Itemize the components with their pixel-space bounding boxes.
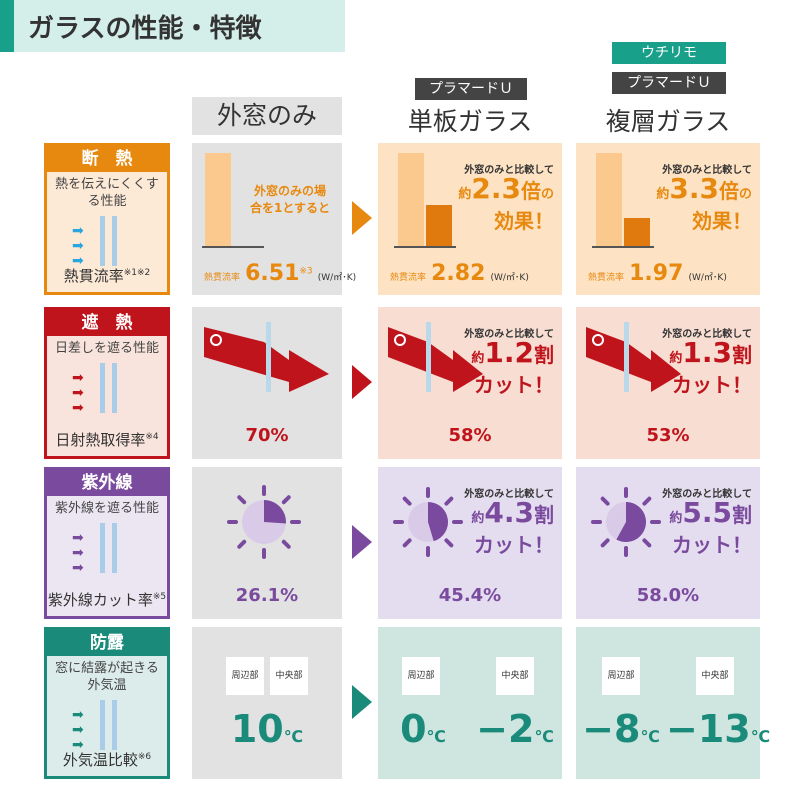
uv-sun-icon — [393, 487, 463, 557]
row-label-heat: 断 熱 熱を伝えにくくする性能 ➡ ➡ ➡ 熱貫流率※1※2 — [44, 143, 170, 295]
label-chip: 周辺部 — [226, 657, 264, 695]
row-title: 断 熱 — [47, 146, 167, 172]
row-label-dew: 防露 窓に結露が起きる外気温 ➡ ➡ ➡ 外気温比較※6 — [44, 627, 170, 779]
glass-illustration-icon: ➡ ➡ ➡ — [72, 363, 142, 416]
heat-value-row: 熱貫流率 1.97 (W/㎡･K) — [588, 261, 727, 286]
column-tag-plamard: プラマードＵ — [415, 78, 527, 100]
temperature-value: 0℃ — [400, 707, 446, 751]
baseline — [202, 246, 264, 248]
uv-value: 26.1% — [235, 585, 299, 606]
column1-cell — [192, 627, 342, 779]
glass-illustration-icon: ➡ ➡ ➡ — [72, 216, 142, 269]
effect-callout: 外窓のみと比較して 約3.3倍の 効果！ — [656, 165, 752, 233]
row-label-shade: 遮 熱 日差しを遮る性能 ➡ ➡ ➡ 日射熱取得率※4 — [44, 307, 170, 459]
column-tag-plamard: プラマードＵ — [612, 72, 726, 94]
row-footer: 日射熱取得率 — [55, 431, 146, 449]
row-description: 紫外線を遮る性能 — [54, 501, 159, 516]
label-chip: 中央部 — [696, 657, 734, 695]
column2-cell — [378, 307, 562, 459]
uv-sun-icon — [227, 485, 301, 559]
row-footer: 紫外線カット率 — [47, 591, 153, 609]
row-description: 窓に結露が起きる外気温 — [55, 661, 159, 693]
footnote: ※6 — [137, 752, 152, 762]
label-chip: 中央部 — [270, 657, 308, 695]
bar-outer — [205, 153, 231, 246]
row-title: 紫外線 — [47, 470, 167, 496]
column3-cell — [576, 627, 760, 779]
title-bar — [0, 0, 345, 52]
column3-cell — [576, 307, 760, 459]
title-accent — [0, 0, 14, 52]
label-chip: 周辺部 — [602, 657, 640, 695]
page-title: ガラスの性能・特徴 — [28, 14, 262, 44]
bar-new — [426, 205, 452, 246]
shade-value: 58% — [448, 425, 492, 446]
baseline-note: 外窓のみの場合を1とすると — [250, 184, 330, 215]
row-description: 熱を伝えにくくする性能 — [55, 177, 159, 209]
shade-value: 70% — [245, 425, 289, 446]
effect-callout: 外窓のみと比較して 約5.5割 カット！ — [662, 489, 752, 557]
glass-illustration-icon: ➡ ➡ ➡ — [72, 523, 142, 576]
effect-callout: 外窓のみと比較して 約2.3倍の 効果！ — [458, 165, 554, 233]
label-chip: 周辺部 — [402, 657, 440, 695]
bar-new — [624, 218, 650, 246]
row-footer: 熱貫流率 — [63, 267, 124, 285]
sunlight-arrow-icon — [586, 322, 681, 392]
row-title: 防露 — [47, 630, 167, 656]
column2-cell — [378, 627, 562, 779]
column-header-double: 複層ガラス — [605, 107, 731, 136]
temperature-value: −8℃ — [582, 707, 660, 751]
column-tag-uchirimo: ウチリモ — [612, 42, 726, 64]
footnote: ※1※2 — [123, 268, 151, 278]
effect-callout: 外窓のみと比較して 約1.3割 カット！ — [662, 329, 752, 397]
sunlight-arrow-icon — [388, 322, 483, 392]
baseline — [394, 246, 456, 248]
column-header-outer-only: 外窓のみ — [192, 97, 342, 135]
temperature-value: −2℃ — [476, 707, 554, 751]
glass-illustration-icon: ➡ ➡ ➡ — [72, 700, 142, 753]
footnote: ※4 — [145, 432, 159, 442]
row-description: 日差しを遮る性能 — [54, 341, 159, 356]
column-header-single: 単板ガラス — [407, 107, 533, 136]
temperature-value: 10℃ — [230, 707, 304, 751]
arrow-right-icon — [352, 685, 372, 719]
row-label-uv: 紫外線 紫外線を遮る性能 ➡ ➡ ➡ 紫外線カット率※5 — [44, 467, 170, 619]
row-title: 遮 熱 — [47, 310, 167, 336]
footnote: ※5 — [152, 592, 167, 602]
arrow-right-icon — [352, 525, 372, 559]
uv-value: 58.0% — [636, 585, 700, 606]
heat-value-row: 熱貫流率 6.51※3 (W/㎡･K) — [204, 261, 357, 286]
uv-value: 45.4% — [438, 585, 502, 606]
arrow-right-icon — [352, 365, 372, 399]
heat-value-row: 熱貫流率 2.82 (W/㎡･K) — [390, 261, 529, 286]
baseline — [592, 246, 654, 248]
bar-outer — [596, 153, 622, 246]
row-footer: 外気温比較 — [62, 751, 138, 769]
bar-outer — [398, 153, 424, 246]
effect-callout: 外窓のみと比較して 約4.3割 カット！ — [464, 489, 554, 557]
temperature-value: −13℃ — [666, 707, 771, 751]
sunlight-arrow-icon — [204, 322, 329, 392]
effect-callout: 外窓のみと比較して 約1.2割 カット！ — [464, 329, 554, 397]
label-chip: 中央部 — [496, 657, 534, 695]
shade-value: 53% — [646, 425, 690, 446]
arrow-right-icon — [352, 201, 372, 235]
uv-sun-icon — [591, 487, 661, 557]
